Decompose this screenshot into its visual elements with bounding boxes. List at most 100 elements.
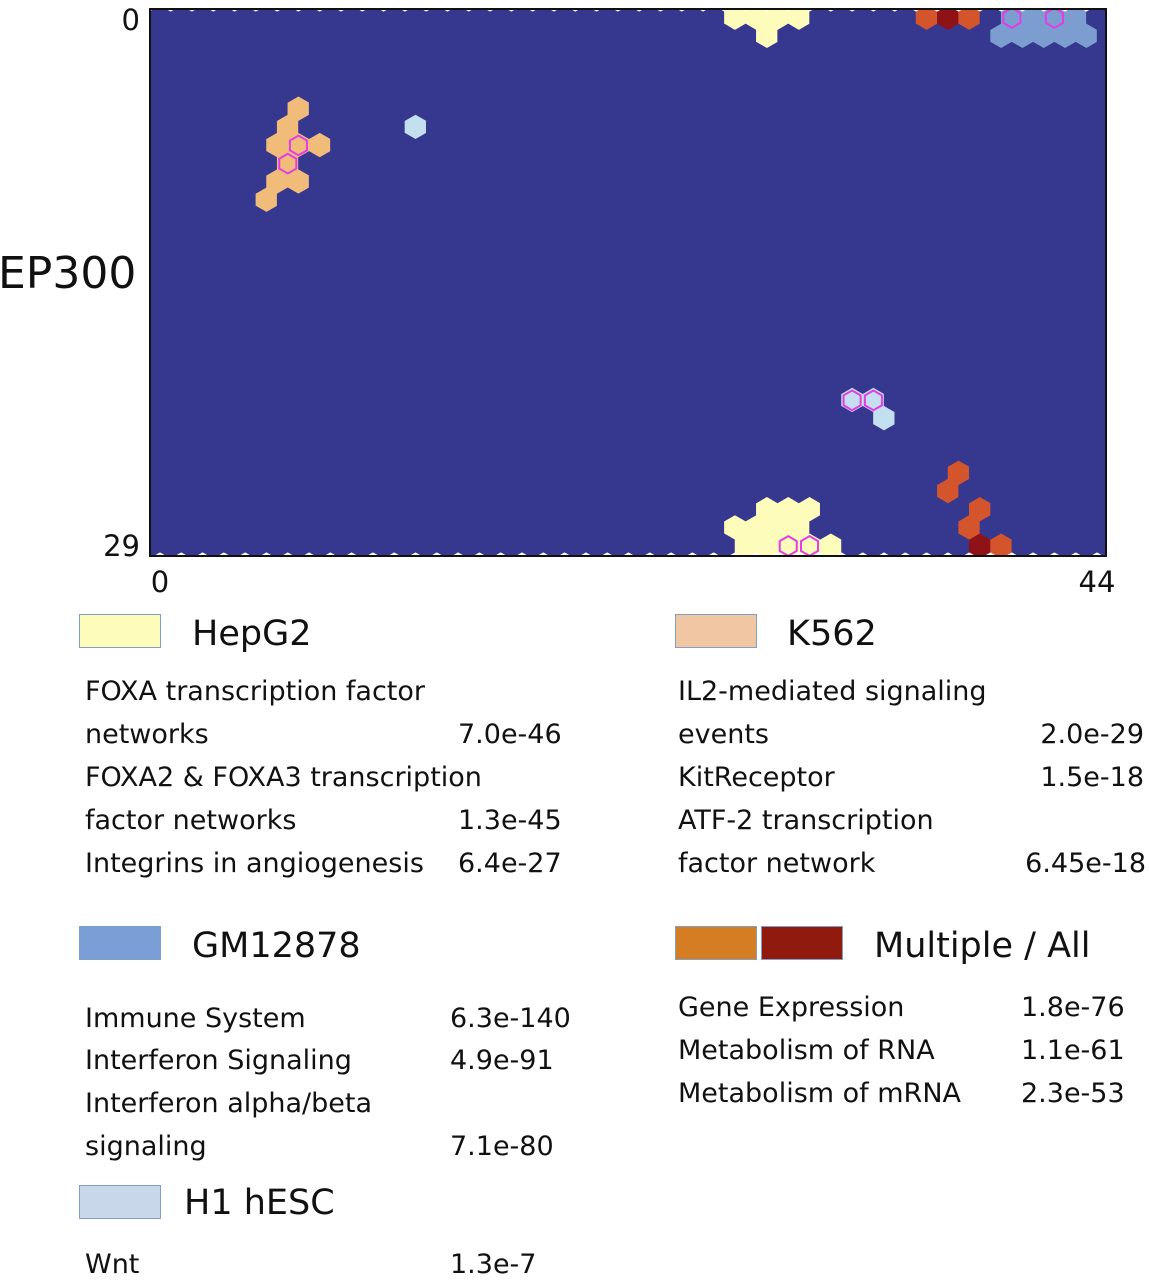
hex-cell — [596, 442, 619, 468]
hex-cell — [702, 478, 725, 504]
hex-cell — [575, 9, 597, 31]
hex-cell — [585, 533, 608, 556]
hex-cell — [383, 41, 406, 67]
hex-cell — [372, 351, 395, 377]
hex-cell — [415, 351, 438, 377]
hex-cell — [308, 387, 331, 413]
hex-cell — [830, 406, 853, 432]
hex-cell — [979, 260, 1002, 286]
hex-cell — [489, 442, 512, 468]
hex-cell — [894, 442, 917, 468]
hex-cell — [532, 369, 555, 395]
hex-cell — [734, 132, 757, 158]
hex-cell — [702, 296, 725, 322]
hex-cell — [756, 424, 778, 450]
hex-cell — [298, 478, 320, 504]
hex-cell — [883, 96, 906, 122]
multiple-pathway-1: Gene Expression — [678, 992, 905, 1023]
hex-cell — [958, 187, 981, 213]
hex-cell — [1000, 296, 1023, 322]
hex-cell — [873, 260, 895, 286]
hex-cell — [905, 387, 927, 413]
hex-cell — [1064, 260, 1087, 286]
hex-cell — [915, 369, 938, 395]
hex-cell — [969, 460, 991, 486]
hex-cell — [809, 406, 832, 432]
multiple-pathway-3: Metabolism of mRNA — [678, 1078, 961, 1109]
hex-cell-outline — [842, 389, 862, 412]
hex-cell — [670, 497, 693, 523]
hex-cell — [128, 297, 150, 322]
hex-cell — [564, 23, 587, 49]
hex-cell — [798, 169, 821, 195]
hex-cell — [990, 278, 1013, 304]
hex-cell — [543, 205, 565, 231]
hex-cell — [191, 41, 214, 67]
hex-cell — [436, 23, 459, 49]
hex-cell — [702, 78, 725, 104]
hex-cell — [425, 187, 448, 213]
hex-cell — [362, 223, 384, 250]
hex-cell — [340, 9, 363, 31]
hex-cell — [596, 223, 619, 250]
hex-cell — [606, 242, 629, 268]
hex-cell — [628, 96, 651, 122]
hex-cell — [809, 260, 832, 286]
hex-cell — [191, 333, 214, 359]
hex-cell — [788, 114, 810, 140]
hex-cell — [1000, 41, 1023, 67]
hex-cell — [617, 478, 640, 504]
hex-cell — [170, 406, 193, 432]
hex-cell — [905, 497, 927, 523]
hex-cell — [575, 151, 597, 177]
hex-cell — [937, 78, 959, 104]
hex-cell — [394, 533, 416, 556]
hex-cell — [234, 296, 257, 322]
hex-cell — [1064, 41, 1087, 67]
hex-cell — [266, 351, 288, 377]
hex-cell-highlighted — [266, 132, 288, 158]
hex-cell — [788, 187, 810, 213]
hex-cell — [276, 515, 299, 541]
hex-cell — [1086, 296, 1106, 322]
hex-cell — [330, 460, 352, 486]
hex-cell — [425, 78, 448, 104]
hex-cell — [319, 114, 342, 140]
hex-cell — [628, 387, 651, 413]
hex-cell — [628, 60, 651, 86]
hex-cell — [575, 260, 597, 286]
hex-cell — [937, 442, 959, 468]
hex-cell-highlighted — [745, 515, 768, 541]
hex-cell — [1011, 132, 1034, 158]
hex-cell — [585, 132, 608, 158]
x-tick-label-end: 44 — [1079, 565, 1116, 599]
hex-cell — [734, 278, 757, 304]
hex-cell — [1096, 97, 1106, 121]
hex-cell — [479, 460, 501, 486]
hex-cell — [958, 406, 981, 432]
hex-cell — [628, 242, 651, 268]
hex-cell — [351, 205, 374, 231]
hex-cell — [1032, 278, 1055, 304]
hex-cell — [479, 351, 501, 377]
hex-cell — [1032, 60, 1055, 86]
hex-cell — [415, 387, 438, 413]
hex-cell — [521, 533, 544, 556]
hex-cell — [670, 23, 693, 49]
hex-cell-highlighted — [937, 9, 959, 31]
hex-cell — [213, 114, 235, 140]
hex-cell — [1054, 533, 1076, 556]
hex-cell — [734, 242, 757, 268]
hex-cell — [308, 242, 331, 268]
hex-cell — [340, 187, 363, 213]
hex-cell — [276, 78, 299, 104]
hex-cell — [362, 9, 384, 31]
hex-cell — [894, 406, 917, 432]
hex-cell — [670, 205, 693, 231]
hex-cell — [830, 478, 853, 504]
hex-cell — [394, 96, 416, 122]
hex-cell — [596, 260, 619, 286]
hex-cell — [202, 205, 225, 231]
hex-cell — [905, 278, 927, 304]
all-swatch — [761, 926, 843, 960]
